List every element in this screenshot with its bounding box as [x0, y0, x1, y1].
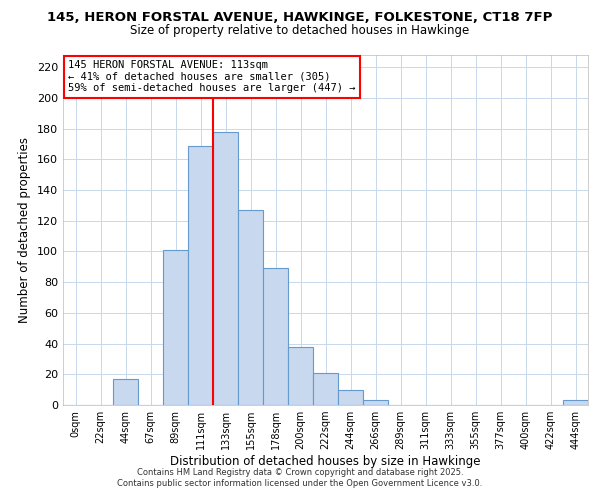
X-axis label: Distribution of detached houses by size in Hawkinge: Distribution of detached houses by size …: [170, 455, 481, 468]
Bar: [288, 346, 313, 405]
Bar: [263, 268, 288, 405]
Bar: [213, 132, 238, 405]
Text: 145, HERON FORSTAL AVENUE, HAWKINGE, FOLKESTONE, CT18 7FP: 145, HERON FORSTAL AVENUE, HAWKINGE, FOL…: [47, 11, 553, 24]
Bar: [563, 400, 588, 405]
Bar: [338, 390, 363, 405]
Bar: [363, 400, 388, 405]
Bar: [163, 250, 188, 405]
Text: 145 HERON FORSTAL AVENUE: 113sqm
← 41% of detached houses are smaller (305)
59% : 145 HERON FORSTAL AVENUE: 113sqm ← 41% o…: [68, 60, 356, 94]
Bar: [313, 373, 338, 405]
Y-axis label: Number of detached properties: Number of detached properties: [19, 137, 31, 323]
Bar: [188, 146, 213, 405]
Bar: [113, 379, 138, 405]
Text: Contains HM Land Registry data © Crown copyright and database right 2025.
Contai: Contains HM Land Registry data © Crown c…: [118, 468, 482, 487]
Bar: [238, 210, 263, 405]
Text: Size of property relative to detached houses in Hawkinge: Size of property relative to detached ho…: [130, 24, 470, 37]
